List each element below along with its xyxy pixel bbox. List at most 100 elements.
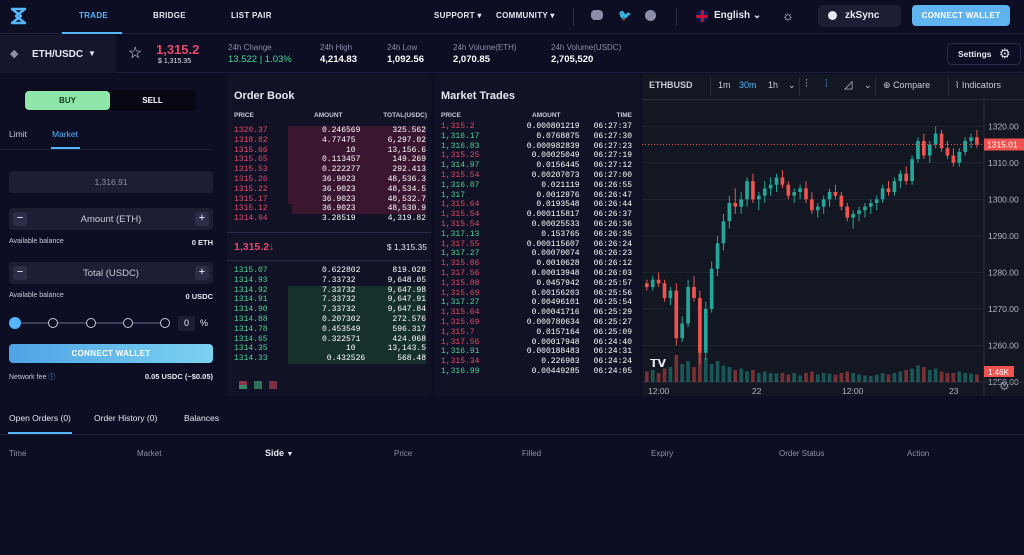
bar-chart-icon[interactable]: ⫶ [805, 78, 808, 90]
book-row[interactable]: 1314.88 0.207302 272.576 [234, 314, 426, 325]
book-row[interactable]: 1315.26 36.9023 48,536.3 [234, 174, 426, 185]
book-row[interactable]: 1315.07 0.622802 819.028 [234, 266, 426, 276]
favorite-star-icon[interactable]: ☆ [128, 45, 143, 62]
trade-amount: 0.00496101 [531, 298, 580, 308]
stat-label: 24h Volume(ETH) [453, 43, 517, 52]
slider-handle[interactable] [9, 317, 21, 329]
price-chart[interactable]: 1320.00 1310.00 1300.00 1290.00 1280.00 1270.… [642, 100, 1024, 396]
tf-30m[interactable]: 30m [739, 80, 757, 90]
nav-community[interactable]: COMMUNITY ▾ [496, 11, 555, 20]
chevron-down-icon[interactable]: ⌄ [788, 80, 796, 90]
sell-tab[interactable]: SELL [142, 96, 163, 105]
percent-slider[interactable] [9, 316, 171, 330]
book-row[interactable]: 1315.66 10 13,156.6 [234, 145, 426, 156]
volume-bar [786, 374, 791, 382]
trade-amount: 0.000115607 [526, 239, 580, 249]
slider-stop[interactable] [123, 318, 133, 328]
book-row[interactable]: 1320.37 0.246569 325.562 [234, 126, 426, 136]
volume-bar [762, 371, 767, 382]
book-row[interactable]: 1315.22 36.9023 48,534.5 [234, 184, 426, 195]
col-expiry: Expiry [651, 449, 674, 458]
trade-row: 1,316.99 0.00449285 06:24:05 [441, 367, 632, 377]
amount-stepper[interactable]: − Amount (ETH) + [9, 208, 213, 230]
tab-balances[interactable]: Balances [184, 413, 219, 423]
pair-selector[interactable]: ◆ ETH/USDC ▼ [0, 35, 116, 73]
slider-stop[interactable] [86, 318, 96, 328]
symbol-label[interactable]: ETHBUSD [649, 80, 693, 90]
book-row[interactable]: 1314.78 0.453549 596.317 [234, 324, 426, 335]
book-row[interactable]: 1315.17 36.9023 48,532.7 [234, 194, 426, 205]
slider-stop[interactable] [48, 318, 58, 328]
trade-price: 1,317 [441, 190, 466, 200]
book-row[interactable]: 1315.53 0.222277 292.413 [234, 165, 426, 175]
view-toggle-asks[interactable] [269, 381, 277, 389]
volume-bar [774, 373, 779, 382]
trade-amount: 0.153765 [541, 229, 580, 239]
view-toggle-both[interactable] [239, 381, 247, 389]
book-row[interactable]: 1314.92 7.33732 9,647.98 [234, 285, 426, 296]
tab-market[interactable]: Market [52, 129, 78, 139]
area-chart-icon[interactable]: ◿ [844, 79, 853, 91]
trade-row: 1,316.91 0.000188483 06:24:31 [441, 347, 632, 357]
total-stepper[interactable]: − Total (USDC) + [9, 262, 213, 284]
tf-1m[interactable]: 1m [718, 80, 731, 90]
indicators-icon: ⌇ [955, 80, 960, 90]
book-row[interactable]: 1314.90 7.33732 9,647.84 [234, 305, 426, 315]
trade-time: 06:25:56 [593, 288, 632, 298]
discord-icon[interactable] [591, 10, 603, 20]
percent-input[interactable]: 0 [178, 316, 195, 331]
nav-bridge[interactable]: BRIDGE [153, 11, 186, 20]
divider [0, 434, 1024, 435]
chevron-down-icon[interactable]: ⌄ [864, 80, 872, 90]
network-button[interactable]: zkSync [818, 5, 901, 27]
book-row[interactable]: 1314.33 0.432526 568.48 [234, 354, 426, 364]
candle-body [709, 268, 714, 309]
nav-trade[interactable]: TRADE [79, 11, 109, 20]
volume-bar [922, 367, 926, 382]
language-select[interactable]: English ⌄ [714, 10, 761, 21]
compare-button[interactable]: ⊕ Compare [883, 80, 930, 91]
settings-button[interactable]: Settings ⚙ [947, 43, 1021, 65]
connect-wallet-button[interactable]: CONNECT WALLET [912, 5, 1010, 26]
minus-icon[interactable]: − [13, 212, 27, 226]
tf-1h[interactable]: 1h [768, 80, 779, 90]
book-row[interactable]: 1315.65 0.113457 149.269 [234, 155, 426, 166]
connect-wallet-form-button[interactable]: CONNECT WALLET [9, 344, 213, 363]
trade-amount: 0.0768875 [536, 131, 580, 141]
indicators-button[interactable]: ⌇ Indicators [955, 80, 1001, 91]
book-row[interactable]: 1314.94 3.28519 4,319.82 [234, 214, 426, 224]
book-row[interactable]: 1315.12 36.9023 48,530.9 [234, 204, 426, 215]
candles-icon[interactable]: ⫶ [825, 78, 828, 90]
plus-icon[interactable]: + [195, 212, 209, 226]
book-row[interactable]: 1314.35 10 13,143.5 [234, 344, 426, 355]
nav-support[interactable]: SUPPORT ▾ [434, 11, 482, 20]
twitter-icon[interactable]: 🐦 [618, 10, 632, 22]
slider-stop[interactable] [160, 318, 170, 328]
theme-toggle-icon[interactable]: ☼ [782, 8, 794, 23]
chart-settings-gear-icon[interactable]: ⚙ [999, 379, 1010, 393]
view-toggle-bids[interactable] [254, 381, 262, 389]
info-icon[interactable]: ⓘ [48, 374, 56, 381]
logo-icon[interactable] [9, 6, 29, 26]
book-row[interactable]: 1314.65 0.322571 424.068 [234, 334, 426, 345]
book-row[interactable]: 1314.93 7.33732 9,648.05 [234, 276, 426, 286]
telegram-icon[interactable] [645, 10, 656, 21]
price-input[interactable]: 1,316.91 [9, 171, 213, 193]
col-side-filter[interactable]: Side ▼ [265, 448, 293, 458]
row-amount: 0.222277 [321, 165, 361, 175]
candle-body [945, 148, 950, 156]
network-fee-label: Network fee ⓘ [9, 372, 55, 382]
row-amount: 7.33732 [321, 275, 356, 285]
tab-order-history[interactable]: Order History (0) [94, 413, 158, 423]
tab-open-orders-underline [8, 432, 72, 434]
minus-icon[interactable]: − [13, 266, 27, 280]
tab-limit[interactable]: Limit [9, 129, 27, 139]
plus-icon[interactable]: + [195, 266, 209, 280]
trade-row: 1,317 0.0012976 06:26:47 [441, 191, 632, 201]
caret-down-icon: ▼ [286, 451, 294, 458]
tab-open-orders[interactable]: Open Orders (0) [9, 413, 71, 423]
buy-tab[interactable]: BUY [25, 91, 110, 110]
book-row[interactable]: 1318.82 4.77475 6,297.02 [234, 135, 426, 146]
nav-list-pair[interactable]: LIST PAIR [231, 11, 272, 20]
book-row[interactable]: 1314.91 7.33732 9,647.91 [234, 295, 426, 306]
